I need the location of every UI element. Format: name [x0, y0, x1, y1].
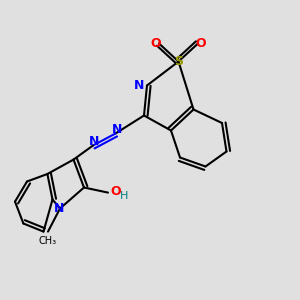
Text: H: H — [119, 190, 128, 201]
Text: O: O — [196, 37, 206, 50]
Text: N: N — [54, 202, 64, 215]
Text: CH₃: CH₃ — [39, 236, 57, 246]
Text: O: O — [110, 185, 121, 198]
Text: N: N — [112, 123, 122, 136]
Text: N: N — [89, 135, 99, 148]
Text: N: N — [134, 79, 145, 92]
Text: O: O — [151, 37, 161, 50]
Text: S: S — [174, 55, 183, 68]
